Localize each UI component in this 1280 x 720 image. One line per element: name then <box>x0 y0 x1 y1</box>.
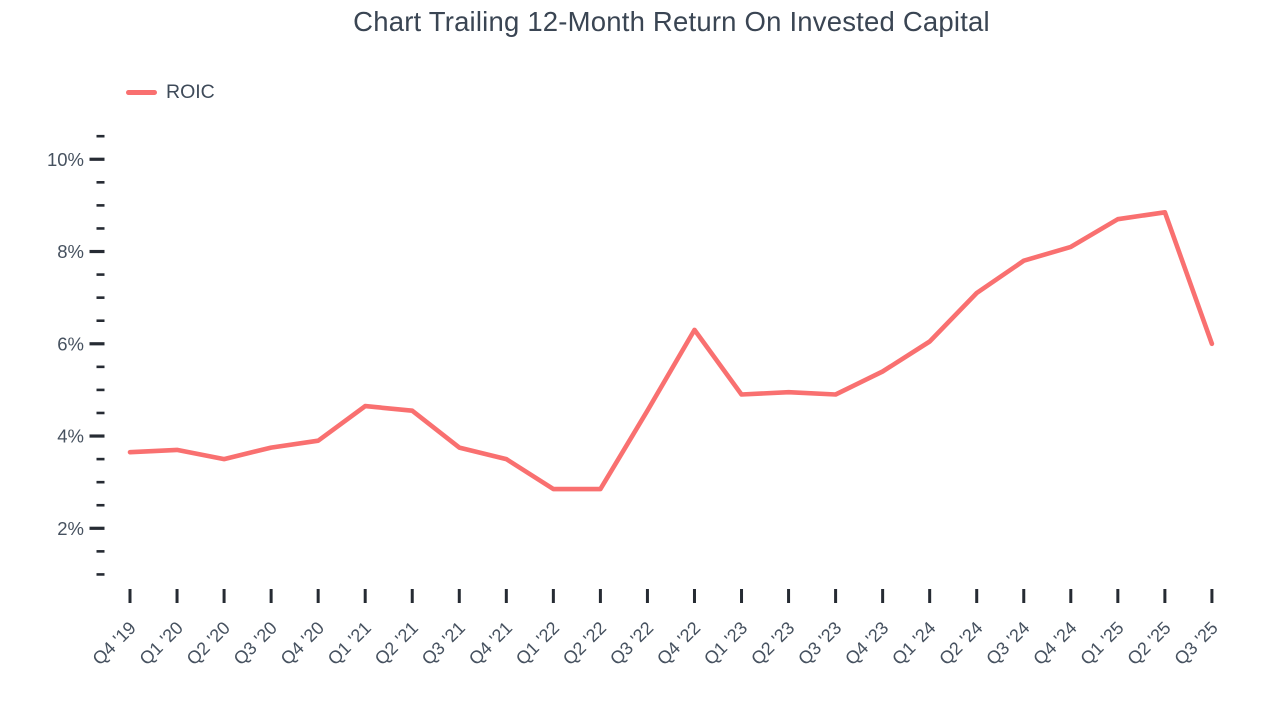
x-axis-label: Q3 '23 <box>794 618 845 669</box>
x-axis-label: Q2 '20 <box>183 618 234 669</box>
x-axis-label: Q4 '19 <box>89 618 140 669</box>
legend-label-roic: ROIC <box>166 81 215 103</box>
y-axis-label: 8% <box>57 241 84 262</box>
x-axis-label: Q4 '24 <box>1029 618 1080 669</box>
chart-title: Chart Trailing 12-Month Return On Invest… <box>353 6 990 37</box>
x-axis-label: Q4 '23 <box>841 618 892 669</box>
x-axis-label: Q4 '22 <box>653 618 704 669</box>
y-axis-label: 2% <box>57 518 84 539</box>
x-axis-label: Q3 '24 <box>982 618 1033 669</box>
legend-swatch-roic <box>126 89 157 95</box>
y-axis-label: 10% <box>47 149 84 170</box>
x-axis-label: Q3 '22 <box>606 618 657 669</box>
x-axis-label: Q1 '25 <box>1076 618 1127 669</box>
x-axis-label: Q2 '25 <box>1123 618 1174 669</box>
x-axis-label: Q1 '20 <box>136 618 187 669</box>
x-axis-label: Q2 '21 <box>371 618 422 669</box>
x-axis-label: Q1 '22 <box>512 618 563 669</box>
x-axis-label: Q1 '24 <box>888 618 939 669</box>
legend: ROIC <box>126 82 215 102</box>
y-axis: 2% 4% 6% 8% 10% <box>47 134 105 576</box>
x-axis-label: Q3 '25 <box>1170 618 1221 669</box>
x-axis-label: Q2 '24 <box>935 618 986 669</box>
y-axis-label: 6% <box>57 333 84 354</box>
y-axis-label: 4% <box>57 426 84 447</box>
x-axis-label: Q4 '21 <box>465 618 516 669</box>
x-axis-label: Q1 '21 <box>324 618 375 669</box>
x-axis-label: Q4 '20 <box>277 618 328 669</box>
series-line-roic <box>127 210 1215 492</box>
x-axis-label: Q2 '22 <box>559 618 610 669</box>
x-axis-label: Q3 '21 <box>418 618 469 669</box>
x-axis-label: Q3 '20 <box>230 618 281 669</box>
x-axis-label: Q1 '23 <box>700 618 751 669</box>
x-axis-label: Q2 '23 <box>747 618 798 669</box>
